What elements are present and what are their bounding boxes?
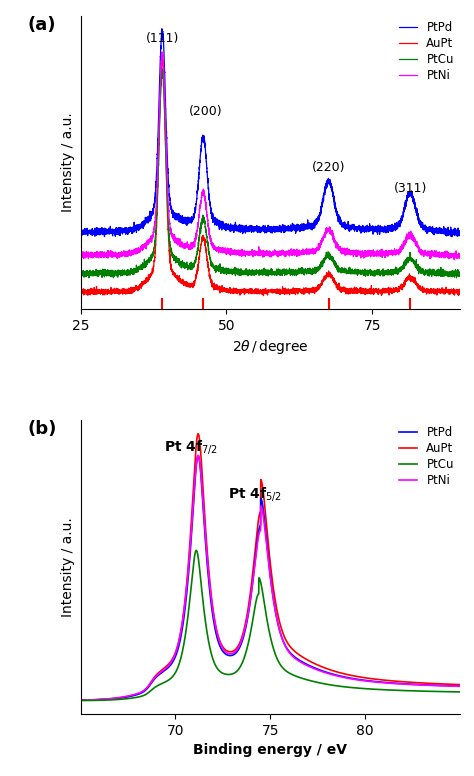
- PtPd: [353, 224, 359, 234]
- PtPd: [240, 228, 246, 237]
- Line: PtNi: PtNi: [81, 52, 460, 260]
- PtCu: [446, 687, 452, 696]
- AuPt: [446, 680, 452, 689]
- X-axis label: $2\theta\,/\,\mathrm{degree}$: $2\theta\,/\,\mathrm{degree}$: [232, 338, 309, 356]
- PtNi: [446, 681, 452, 691]
- PtNi: [159, 47, 165, 57]
- AuPt: [427, 286, 432, 296]
- PtPd: [446, 228, 451, 237]
- PtCu: [446, 271, 451, 280]
- PtPd: [258, 227, 264, 237]
- PtCu: [160, 64, 165, 74]
- Text: (b): (b): [27, 421, 57, 438]
- AuPt: [159, 53, 165, 62]
- PtCu: [252, 601, 258, 611]
- PtNi: [97, 695, 103, 704]
- AuPt: [446, 680, 452, 689]
- Text: (111): (111): [146, 32, 179, 45]
- PtPd: [376, 677, 382, 687]
- PtNi: [353, 248, 359, 257]
- PtPd: [446, 681, 452, 691]
- Line: PtPd: PtPd: [81, 456, 460, 700]
- Text: (200): (200): [189, 106, 223, 118]
- AuPt: [78, 695, 83, 705]
- Legend: PtPd, AuPt, PtCu, PtNi: PtPd, AuPt, PtCu, PtNi: [399, 22, 454, 82]
- PtPd: [427, 227, 432, 236]
- AuPt: [97, 695, 103, 704]
- Legend: PtPd, AuPt, PtCu, PtNi: PtPd, AuPt, PtCu, PtNi: [399, 426, 454, 487]
- PtPd: [446, 681, 452, 691]
- PtNi: [78, 695, 83, 705]
- PtNi: [446, 681, 452, 691]
- PtNi: [78, 251, 83, 260]
- PtPd: [78, 225, 83, 234]
- AuPt: [376, 675, 382, 684]
- PtPd: [97, 695, 103, 705]
- PtNi: [376, 677, 382, 687]
- PtCu: [427, 267, 432, 276]
- PtPd: [262, 522, 268, 532]
- PtPd: [252, 556, 258, 566]
- PtCu: [457, 688, 463, 697]
- PtNi: [252, 557, 258, 566]
- Line: PtNi: PtNi: [81, 456, 460, 700]
- PtCu: [78, 266, 83, 275]
- PtCu: [376, 685, 382, 695]
- X-axis label: Binding energy / eV: Binding energy / eV: [193, 743, 347, 757]
- Text: (311): (311): [393, 182, 427, 195]
- PtNi: [457, 681, 463, 691]
- Text: Pt 4f$_{5/2}$: Pt 4f$_{5/2}$: [228, 485, 282, 503]
- PtCu: [457, 270, 463, 279]
- PtNi: [427, 247, 432, 256]
- AuPt: [354, 289, 359, 298]
- PtCu: [237, 265, 243, 275]
- PtPd: [457, 681, 463, 691]
- Y-axis label: Intensity / a.u.: Intensity / a.u.: [61, 518, 75, 617]
- AuPt: [457, 287, 463, 296]
- PtPd: [237, 225, 243, 234]
- PtPd: [159, 24, 164, 33]
- PtCu: [78, 696, 83, 705]
- AuPt: [258, 286, 264, 295]
- Y-axis label: Intensity / a.u.: Intensity / a.u.: [61, 113, 75, 212]
- Line: PtCu: PtCu: [81, 69, 460, 278]
- AuPt: [262, 506, 268, 515]
- PtNi: [258, 247, 264, 256]
- Line: AuPt: AuPt: [81, 434, 460, 700]
- PtPd: [457, 227, 463, 237]
- PtNi: [262, 527, 268, 536]
- Text: (a): (a): [27, 16, 56, 33]
- AuPt: [457, 680, 463, 689]
- PtCu: [354, 267, 359, 276]
- Text: (220): (220): [312, 161, 345, 174]
- PtCu: [262, 604, 268, 613]
- AuPt: [261, 291, 266, 300]
- PtPd: [78, 695, 83, 705]
- PtPd: [195, 451, 201, 460]
- AuPt: [252, 546, 258, 555]
- PtNi: [240, 248, 246, 257]
- AuPt: [240, 285, 246, 294]
- PtPd: [449, 232, 455, 241]
- PtNi: [446, 248, 451, 258]
- PtCu: [97, 695, 103, 705]
- AuPt: [78, 288, 83, 297]
- PtCu: [86, 273, 92, 282]
- Line: PtPd: PtPd: [81, 29, 460, 237]
- PtNi: [457, 254, 463, 263]
- AuPt: [237, 290, 243, 300]
- Line: PtCu: PtCu: [81, 550, 460, 701]
- PtCu: [446, 687, 452, 696]
- PtCu: [193, 546, 199, 555]
- PtCu: [240, 268, 246, 277]
- PtCu: [258, 266, 264, 275]
- PtNi: [195, 451, 201, 460]
- Text: Pt 4f$_{7/2}$: Pt 4f$_{7/2}$: [164, 438, 218, 456]
- AuPt: [195, 429, 201, 438]
- Line: AuPt: AuPt: [81, 57, 460, 296]
- AuPt: [446, 286, 451, 295]
- PtNi: [237, 250, 243, 259]
- PtNi: [452, 255, 457, 265]
